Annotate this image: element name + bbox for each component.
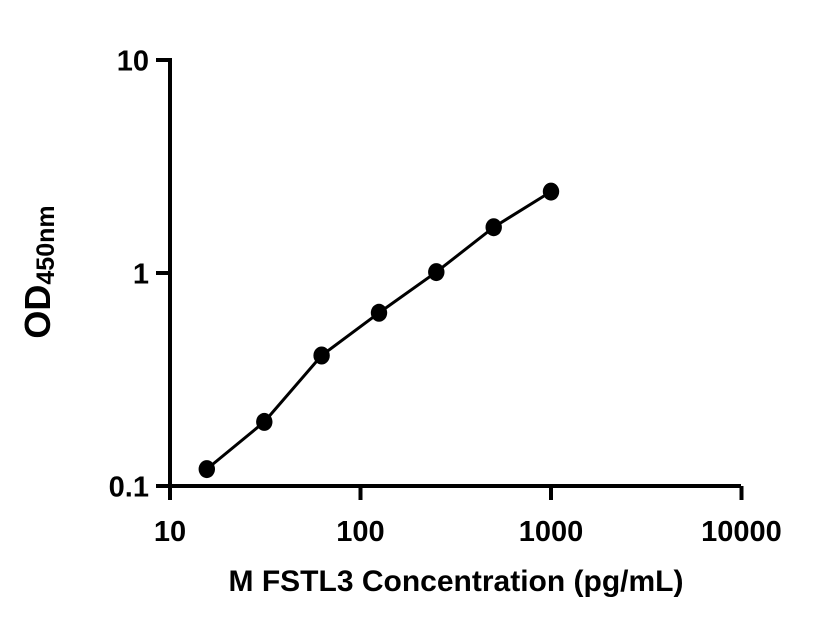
y-axis-title: OD450nm <box>17 205 60 338</box>
data-point <box>313 346 330 365</box>
x-axis-title: M FSTL3 Concentration (pg/mL) <box>229 565 684 598</box>
x-tick-label: 10000 <box>701 516 782 548</box>
data-point <box>256 412 273 431</box>
y-axis-title-main: OD <box>17 285 58 339</box>
data-series <box>198 182 560 479</box>
x-tick-label: 100 <box>336 516 384 548</box>
axis-ticks: 10 100 1000 10000 0.1 1 10 <box>109 46 782 549</box>
data-point <box>370 303 388 322</box>
x-tick-label: 10 <box>154 516 186 548</box>
y-tick-label: 1 <box>133 259 149 291</box>
y-tick-label: 10 <box>117 46 149 78</box>
data-point <box>198 460 215 479</box>
x-tick-label: 1000 <box>519 516 584 548</box>
y-tick-label: 0.1 <box>109 472 149 504</box>
y-axis-title-subscript: 450nm <box>32 205 60 284</box>
data-point <box>485 218 502 237</box>
data-point <box>428 263 445 282</box>
data-point <box>542 182 560 201</box>
